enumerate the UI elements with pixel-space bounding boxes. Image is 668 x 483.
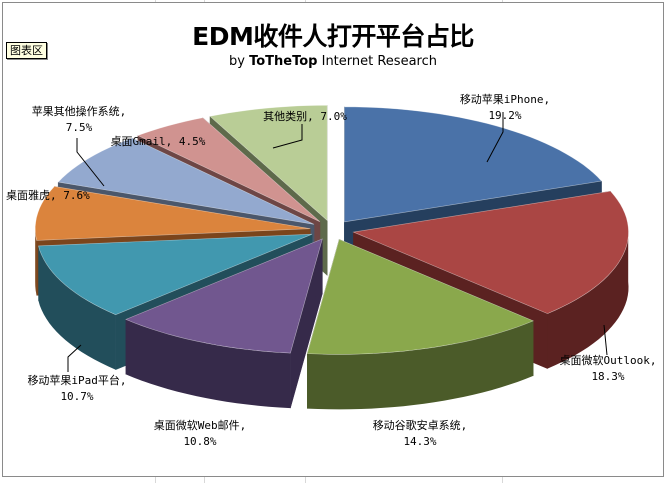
data-label-ipad[interactable]: 移动苹果iPad平台, 10.7%	[27, 374, 127, 403]
slice-top	[344, 106, 603, 223]
subtitle-brand: ToTheTop	[249, 54, 318, 69]
slice-wall	[547, 226, 629, 369]
pie-slice[interactable]	[125, 238, 323, 409]
pie-slices[interactable]	[34, 104, 629, 410]
slice-wall	[125, 319, 291, 409]
slice-top	[137, 117, 321, 223]
slice-top	[209, 104, 328, 222]
data-label-other-apple[interactable]: 苹果其他操作系统, 7.5%	[31, 105, 127, 134]
data-label-yahoo[interactable]: 桌面雅虎, 7.6%	[6, 189, 90, 202]
leader-line-other	[272, 124, 303, 149]
data-label-web-mail[interactable]: 桌面微软Web邮件, 10.8%	[153, 419, 247, 448]
leader-line-ipad	[67, 344, 82, 372]
slice-top	[38, 233, 313, 316]
data-label-gmail[interactable]: 桌面Gmail, 4.5%	[110, 135, 206, 148]
subtitle-suffix: Internet Research	[321, 54, 437, 69]
subtitle-prefix: by	[228, 54, 245, 69]
data-label-android[interactable]: 移动谷歌安卓系统, 14.3%	[372, 419, 468, 448]
slice-top	[125, 238, 323, 354]
data-label-iphone[interactable]: 移动苹果iPhone, 19.2%	[459, 93, 551, 122]
leader-lines	[67, 112, 608, 372]
slice-top	[306, 238, 534, 355]
slice-top	[352, 190, 629, 314]
leader-line-outlook	[603, 324, 608, 356]
data-label-outlook[interactable]: 桌面微软Outlook, 18.3%	[559, 354, 657, 383]
slice-wall	[35, 226, 37, 296]
slice-top	[57, 137, 315, 225]
slice-wall	[307, 320, 534, 410]
leader-line-other-apple	[76, 138, 105, 187]
data-label-other[interactable]: 其他类别, 7.0%	[263, 110, 347, 123]
chart-subtitle: by ToTheTop Internet Research	[3, 54, 663, 69]
leader-line-iphone	[486, 112, 504, 163]
pie-slice[interactable]	[306, 238, 534, 410]
slice-wall	[38, 245, 116, 370]
slice-top	[34, 186, 311, 241]
chart-title: EDM收件人打开平台占比	[192, 22, 474, 51]
chart-area-tooltip: 图表区	[6, 42, 47, 59]
